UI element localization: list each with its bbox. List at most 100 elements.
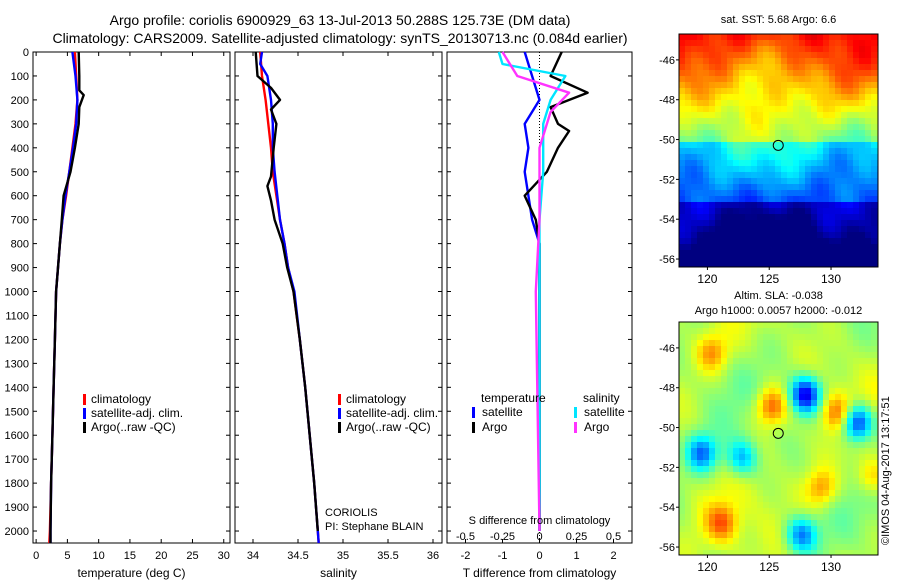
map-cell xyxy=(691,460,697,466)
map-cell xyxy=(757,454,763,460)
map-cell xyxy=(811,148,817,154)
map-cell xyxy=(751,100,757,106)
map-cell xyxy=(703,82,709,88)
map-cell xyxy=(775,82,781,88)
map-cell xyxy=(721,82,727,88)
map-cell xyxy=(853,64,859,70)
map-cell xyxy=(751,82,757,88)
map-cell xyxy=(733,82,739,88)
map-cell xyxy=(829,400,835,406)
map-cell xyxy=(835,52,841,58)
top-tick-label: 0.25 xyxy=(566,531,587,543)
map-cell xyxy=(685,214,691,220)
map-cell xyxy=(799,400,805,406)
map-cell xyxy=(841,532,847,538)
map-cell xyxy=(781,196,787,202)
map-cell xyxy=(769,532,775,538)
map-cell xyxy=(733,346,739,352)
x-tick-label: 125 xyxy=(759,272,779,286)
map-cell xyxy=(787,328,793,334)
map-cell xyxy=(865,46,871,52)
map-cell xyxy=(763,172,769,178)
map-cell xyxy=(685,76,691,82)
map-cell xyxy=(691,508,697,514)
map-cell xyxy=(817,148,823,154)
map-cell xyxy=(763,226,769,232)
map-cell xyxy=(871,346,877,352)
x-tick-label: -1 xyxy=(498,550,508,562)
map-cell xyxy=(787,376,793,382)
map-cell xyxy=(685,196,691,202)
map-cell xyxy=(871,424,877,430)
map-cell xyxy=(715,196,721,202)
map-cell xyxy=(757,100,763,106)
map-cell xyxy=(775,214,781,220)
map-cell xyxy=(727,70,733,76)
map-cell xyxy=(721,508,727,514)
map-cell xyxy=(859,94,865,100)
map-cell xyxy=(799,220,805,226)
map-cell xyxy=(697,100,703,106)
map-cell xyxy=(721,208,727,214)
map-cell xyxy=(709,262,715,267)
map-cell xyxy=(871,448,877,454)
map-cell xyxy=(835,412,841,418)
map-cell xyxy=(847,160,853,166)
map-cell xyxy=(805,502,811,508)
map-cell xyxy=(703,544,709,550)
map-cell xyxy=(799,430,805,436)
map-cell xyxy=(781,484,787,490)
map-cell xyxy=(865,100,871,106)
map-cell xyxy=(685,136,691,142)
map-cell xyxy=(691,514,697,520)
map-cell xyxy=(835,340,841,346)
map-cell xyxy=(817,352,823,358)
map-cell xyxy=(745,358,751,364)
map-cell xyxy=(679,250,685,256)
map-cell xyxy=(775,34,781,40)
map-cell xyxy=(685,106,691,112)
map-cell xyxy=(787,88,793,94)
map-cell xyxy=(727,40,733,46)
map-cell xyxy=(793,184,799,190)
map-cell xyxy=(835,496,841,502)
map-cell xyxy=(793,94,799,100)
map-cell xyxy=(859,436,865,442)
map-cell xyxy=(865,166,871,172)
map-cell xyxy=(721,550,727,555)
map-cell xyxy=(733,172,739,178)
map-cell xyxy=(691,466,697,472)
map-cell xyxy=(721,490,727,496)
map-cell xyxy=(817,58,823,64)
map-cell xyxy=(757,136,763,142)
map-cell xyxy=(775,178,781,184)
map-cell xyxy=(859,478,865,484)
map-cell xyxy=(871,82,877,88)
map-cell xyxy=(763,466,769,472)
map-cell xyxy=(733,382,739,388)
map-cell xyxy=(751,208,757,214)
map-cell xyxy=(727,76,733,82)
map-cell xyxy=(715,544,721,550)
map-cell xyxy=(697,514,703,520)
map-cell xyxy=(745,496,751,502)
map-cell xyxy=(859,178,865,184)
map-cell xyxy=(679,484,685,490)
map-cell xyxy=(697,364,703,370)
y-tick-label: 800 xyxy=(11,239,29,251)
map-cell xyxy=(691,238,697,244)
map-cell xyxy=(727,430,733,436)
map-cell xyxy=(751,58,757,64)
map-cell xyxy=(871,214,877,220)
map-cell xyxy=(745,214,751,220)
map-cell xyxy=(793,532,799,538)
map-cell xyxy=(775,496,781,502)
map-cell xyxy=(847,142,853,148)
map-cell xyxy=(709,538,715,544)
map-cell xyxy=(781,160,787,166)
map-cell xyxy=(703,262,709,267)
map-cell xyxy=(697,46,703,52)
map-cell xyxy=(679,532,685,538)
map-cell xyxy=(847,70,853,76)
map-cell xyxy=(829,226,835,232)
